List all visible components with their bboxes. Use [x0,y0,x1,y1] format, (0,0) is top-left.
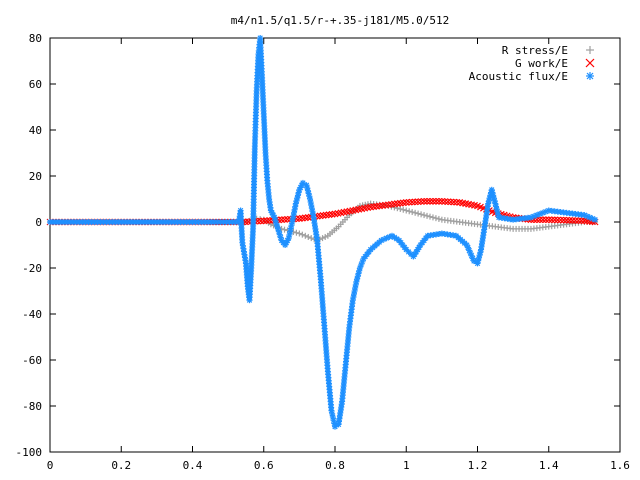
data-point [429,214,436,221]
x-tick-label: 0 [47,459,54,472]
data-point [293,229,300,236]
series-2 [47,35,599,430]
y-tick-label: 0 [35,216,42,229]
x-tick-label: 0.4 [183,459,203,472]
y-tick-label: 20 [29,170,42,183]
y-tick-label: -100 [16,446,43,459]
legend-marker [585,58,595,68]
data-point [470,258,477,265]
x-tick-label: 0.2 [111,459,131,472]
data-point [427,213,433,220]
x-tick-label: 1.2 [468,459,488,472]
data-point [299,231,306,238]
data-point [432,197,440,205]
data-point [296,230,303,237]
y-tick-label: -60 [22,354,42,367]
y-tick-label: 40 [29,124,42,137]
y-tick-label: 60 [29,78,42,91]
data-point [423,197,431,205]
data-point [284,237,291,244]
data-point [322,233,329,240]
data-point [577,217,585,225]
data-point [592,216,599,223]
data-point [554,216,562,224]
data-point [305,233,312,240]
data-point [566,216,573,224]
y-tick-label: -40 [22,308,42,321]
data-point [275,225,281,232]
data-point [536,216,544,224]
x-tick-label: 0.8 [325,459,345,472]
plot-frame [49,37,621,453]
data-point [432,215,439,222]
legend-marker [586,46,594,54]
legend-label: R stress/E [502,44,568,57]
data-point [548,216,556,224]
data-point [403,207,410,214]
data-point [281,226,288,233]
data-point [391,204,398,211]
data-point [426,197,434,205]
chart-title: m4/n1.5/q1.5/r-+.35-j181/M5.0/512 [231,14,450,27]
data-point [542,216,550,224]
data-point [545,216,553,224]
x-tick-label: 1.4 [539,459,559,472]
data-point [560,216,568,224]
data-point [435,197,443,205]
x-tick-label: 1 [403,459,410,472]
data-point [308,235,315,242]
data-point [400,206,407,213]
data-point [406,208,413,215]
data-point [415,210,422,217]
data-point [551,216,559,224]
legend-marker [586,72,594,80]
y-tick-label: 80 [29,32,42,45]
data-point [421,212,428,219]
data-point [319,235,326,242]
data-point [420,197,428,205]
axes: 0 0.2 0.4 0.6 0.8 1 1.2 1.4 1.6 80 60 40 20 0 -20 -40 -6… [16,32,630,472]
data-point [302,232,309,239]
legend-label: G work/E [515,57,568,70]
data-marks [46,35,599,430]
data-point [412,209,419,216]
data-point [424,212,431,219]
y-tick-label: -80 [22,400,42,413]
data-point [418,211,425,218]
data-point [397,205,404,212]
data-point [429,197,437,205]
data-point [575,217,582,225]
y-tick-label: -20 [22,262,42,275]
data-point [435,215,442,222]
legend-label: Acoustic flux/E [469,70,568,83]
data-point [557,216,565,224]
data-point [539,216,547,224]
data-point [569,216,576,224]
data-point [293,197,300,204]
data-point [409,209,416,216]
data-point [572,217,579,224]
x-tick-label: 0.6 [254,459,274,472]
data-point [563,216,570,224]
x-tick-label: 1.6 [610,459,630,472]
